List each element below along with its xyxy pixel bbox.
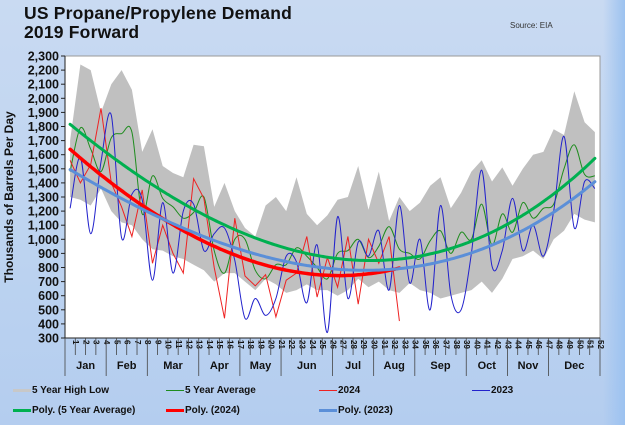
x-tick-label: 35: [421, 340, 430, 349]
legend-swatch: [13, 409, 31, 412]
y-tick-label: 2,100: [28, 78, 59, 92]
legend-item: Poly. (2024): [166, 405, 240, 416]
legend-swatch: [166, 409, 184, 412]
y-tick-label: 400: [38, 317, 59, 331]
y-axis-label: Thousands of Barrels Per Day: [2, 111, 16, 283]
month-label: Dec: [564, 360, 584, 372]
legend-label: 5 Year Average: [185, 385, 256, 396]
legend-swatch: [472, 390, 490, 391]
y-tick-label: 1,600: [28, 148, 59, 162]
series-poly-2023-trendline: [68, 168, 597, 272]
x-tick-label: 9: [154, 340, 163, 345]
legend-item: 5 Year Average: [166, 385, 256, 396]
legend-label: Poly. (2024): [185, 405, 240, 416]
legend-swatch: [13, 389, 31, 392]
legend-label: Poly. (5 Year Average): [32, 405, 136, 416]
legend-item: 2024: [319, 385, 360, 396]
legend-item: Poly. (2023): [319, 405, 393, 416]
y-tick-label: 1,500: [28, 162, 59, 176]
y-tick-label: 300: [38, 332, 59, 346]
y-tick-label: 1,700: [28, 134, 59, 148]
month-label: Jan: [76, 360, 95, 372]
y-tick-label: 800: [38, 261, 59, 275]
y-tick-label: 2,300: [28, 50, 59, 64]
legend-item: 5 Year High Low: [13, 385, 109, 396]
series-poly-5-year-average-trendline: [68, 122, 597, 262]
y-tick-label: 600: [38, 289, 59, 303]
legend-label: Poly. (2023): [338, 405, 393, 416]
legend-item: 2023: [472, 385, 513, 396]
month-label: Jun: [297, 360, 317, 372]
y-tick-label: 1,900: [28, 106, 59, 120]
y-tick-label: 1,400: [28, 176, 59, 190]
month-label: Aug: [384, 360, 405, 372]
chart-title: US Propane/Propylene Demand: [24, 3, 292, 23]
y-tick-label: 1,000: [28, 233, 59, 247]
month-label: Sep: [430, 360, 450, 372]
series-poly-2024-trendline: [68, 147, 402, 278]
month-label: Nov: [518, 360, 540, 372]
series-2024-line: [69, 108, 400, 322]
y-tick-label: 1,800: [28, 120, 59, 134]
legend-swatch: [319, 409, 337, 412]
y-tick-label: 1,200: [28, 205, 59, 219]
legend-label: 2023: [491, 385, 514, 396]
y-tick-label: 2,000: [28, 92, 59, 106]
y-tick-label: 700: [38, 275, 59, 289]
month-label: Jul: [345, 360, 361, 372]
y-tick-label: 500: [38, 303, 59, 317]
month-label: Apr: [210, 360, 230, 372]
chart-subtitle: 2019 Forward: [24, 22, 140, 42]
legend-swatch: [319, 390, 337, 391]
legend-label: 2024: [338, 385, 361, 396]
series-2023-line: [69, 112, 596, 333]
x-tick-label: 52: [596, 340, 605, 349]
month-label: Oct: [478, 360, 497, 372]
month-label: May: [250, 360, 272, 372]
y-tick-label: 1,300: [28, 191, 59, 205]
legend-label: 5 Year High Low: [32, 385, 110, 396]
month-label: Mar: [163, 360, 183, 372]
y-tick-label: 900: [38, 247, 59, 261]
month-label: Feb: [117, 360, 137, 372]
source-note: Source: EIA: [510, 21, 553, 30]
legend-item: Poly. (5 Year Average): [13, 405, 135, 416]
y-tick-label: 2,200: [28, 64, 59, 78]
y-tick-label: 1,100: [28, 219, 59, 233]
legend-swatch: [166, 390, 184, 391]
